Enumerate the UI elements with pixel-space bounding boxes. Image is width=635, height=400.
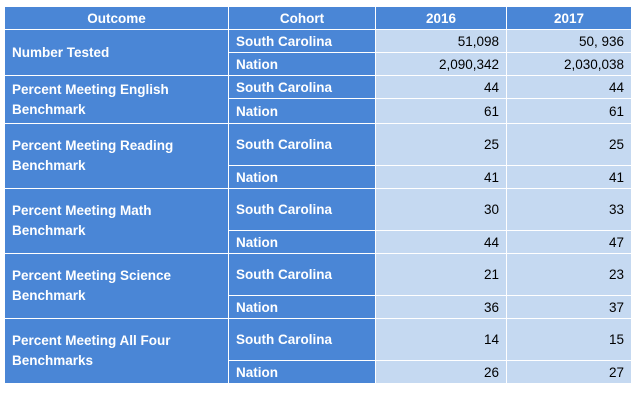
outcome-cell: Number Tested (4, 29, 229, 76)
value-2016-cell: 41 (375, 165, 507, 189)
cohort-cell: Nation (228, 165, 376, 189)
table-row: Nation 2,090,342 2,030,038 (5, 52, 632, 76)
cohort-cell: South Carolina (228, 253, 376, 296)
outcome-cell: Percent Meeting Reading Benchmark (4, 123, 229, 189)
value-2017-cell: 37 (506, 295, 632, 319)
value-2016-cell: 2,090,342 (375, 52, 507, 76)
table-row: Nation 26 27 (5, 360, 632, 384)
outcome-cell: Percent Meeting All Four Benchmarks (4, 318, 229, 384)
value-2016-cell: 25 (375, 123, 507, 166)
value-2017-cell: 41 (506, 165, 632, 189)
cohort-cell: Nation (228, 52, 376, 76)
benchmark-table: Outcome Cohort 2016 2017 Number Tested S… (4, 6, 632, 384)
value-2017-cell: 44 (506, 75, 632, 99)
value-2017-cell: 50, 936 (506, 29, 632, 53)
value-2016-cell: 51,098 (375, 29, 507, 53)
cohort-cell: South Carolina (228, 123, 376, 166)
value-2017-cell: 33 (506, 188, 632, 231)
value-2017-cell: 47 (506, 230, 632, 254)
cohort-cell: Nation (228, 230, 376, 254)
cohort-cell: Nation (228, 295, 376, 319)
value-2017-cell: 61 (506, 98, 632, 124)
header-year-2017: 2017 (506, 6, 632, 30)
table-row: Percent Meeting All Four Benchmarks Sout… (4, 318, 632, 384)
value-2017-cell: 27 (506, 360, 632, 384)
header-cohort: Cohort (228, 6, 376, 30)
table-row: Percent Meeting Reading Benchmark South … (4, 123, 632, 189)
value-2016-cell: 14 (375, 318, 507, 361)
header-outcome: Outcome (4, 6, 229, 30)
header-year-2016: 2016 (375, 6, 507, 30)
value-2016-cell: 61 (375, 98, 507, 124)
table-row: Percent Meeting Science Benchmark South … (4, 253, 632, 319)
cohort-cell: South Carolina (228, 318, 376, 361)
value-2016-cell: 44 (375, 230, 507, 254)
outcome-cell: Percent Meeting Science Benchmark (4, 253, 229, 319)
value-2016-cell: 21 (375, 253, 507, 296)
cohort-cell: Nation (228, 360, 376, 384)
value-2017-cell: 15 (506, 318, 632, 361)
value-2016-cell: 44 (375, 75, 507, 99)
value-2016-cell: 30 (375, 188, 507, 231)
table-row: Number Tested South Carolina 51,098 50, … (4, 29, 632, 76)
table-row: Nation 36 37 (5, 295, 632, 319)
value-2017-cell: 23 (506, 253, 632, 296)
table-row: Percent Meeting Math Benchmark South Car… (4, 188, 632, 254)
table-row: Nation 44 47 (5, 230, 632, 254)
table-row: Percent Meeting English Benchmark South … (4, 75, 632, 124)
outcome-cell: Percent Meeting Math Benchmark (4, 188, 229, 254)
cohort-cell: Nation (228, 98, 376, 124)
value-2016-cell: 36 (375, 295, 507, 319)
cohort-cell: South Carolina (228, 75, 376, 99)
header-row: Outcome Cohort 2016 2017 (4, 6, 632, 30)
cohort-cell: South Carolina (228, 188, 376, 231)
value-2017-cell: 2,030,038 (506, 52, 632, 76)
cohort-cell: South Carolina (228, 29, 376, 53)
value-2017-cell: 25 (506, 123, 632, 166)
value-2016-cell: 26 (375, 360, 507, 384)
outcome-cell: Percent Meeting English Benchmark (4, 75, 229, 124)
